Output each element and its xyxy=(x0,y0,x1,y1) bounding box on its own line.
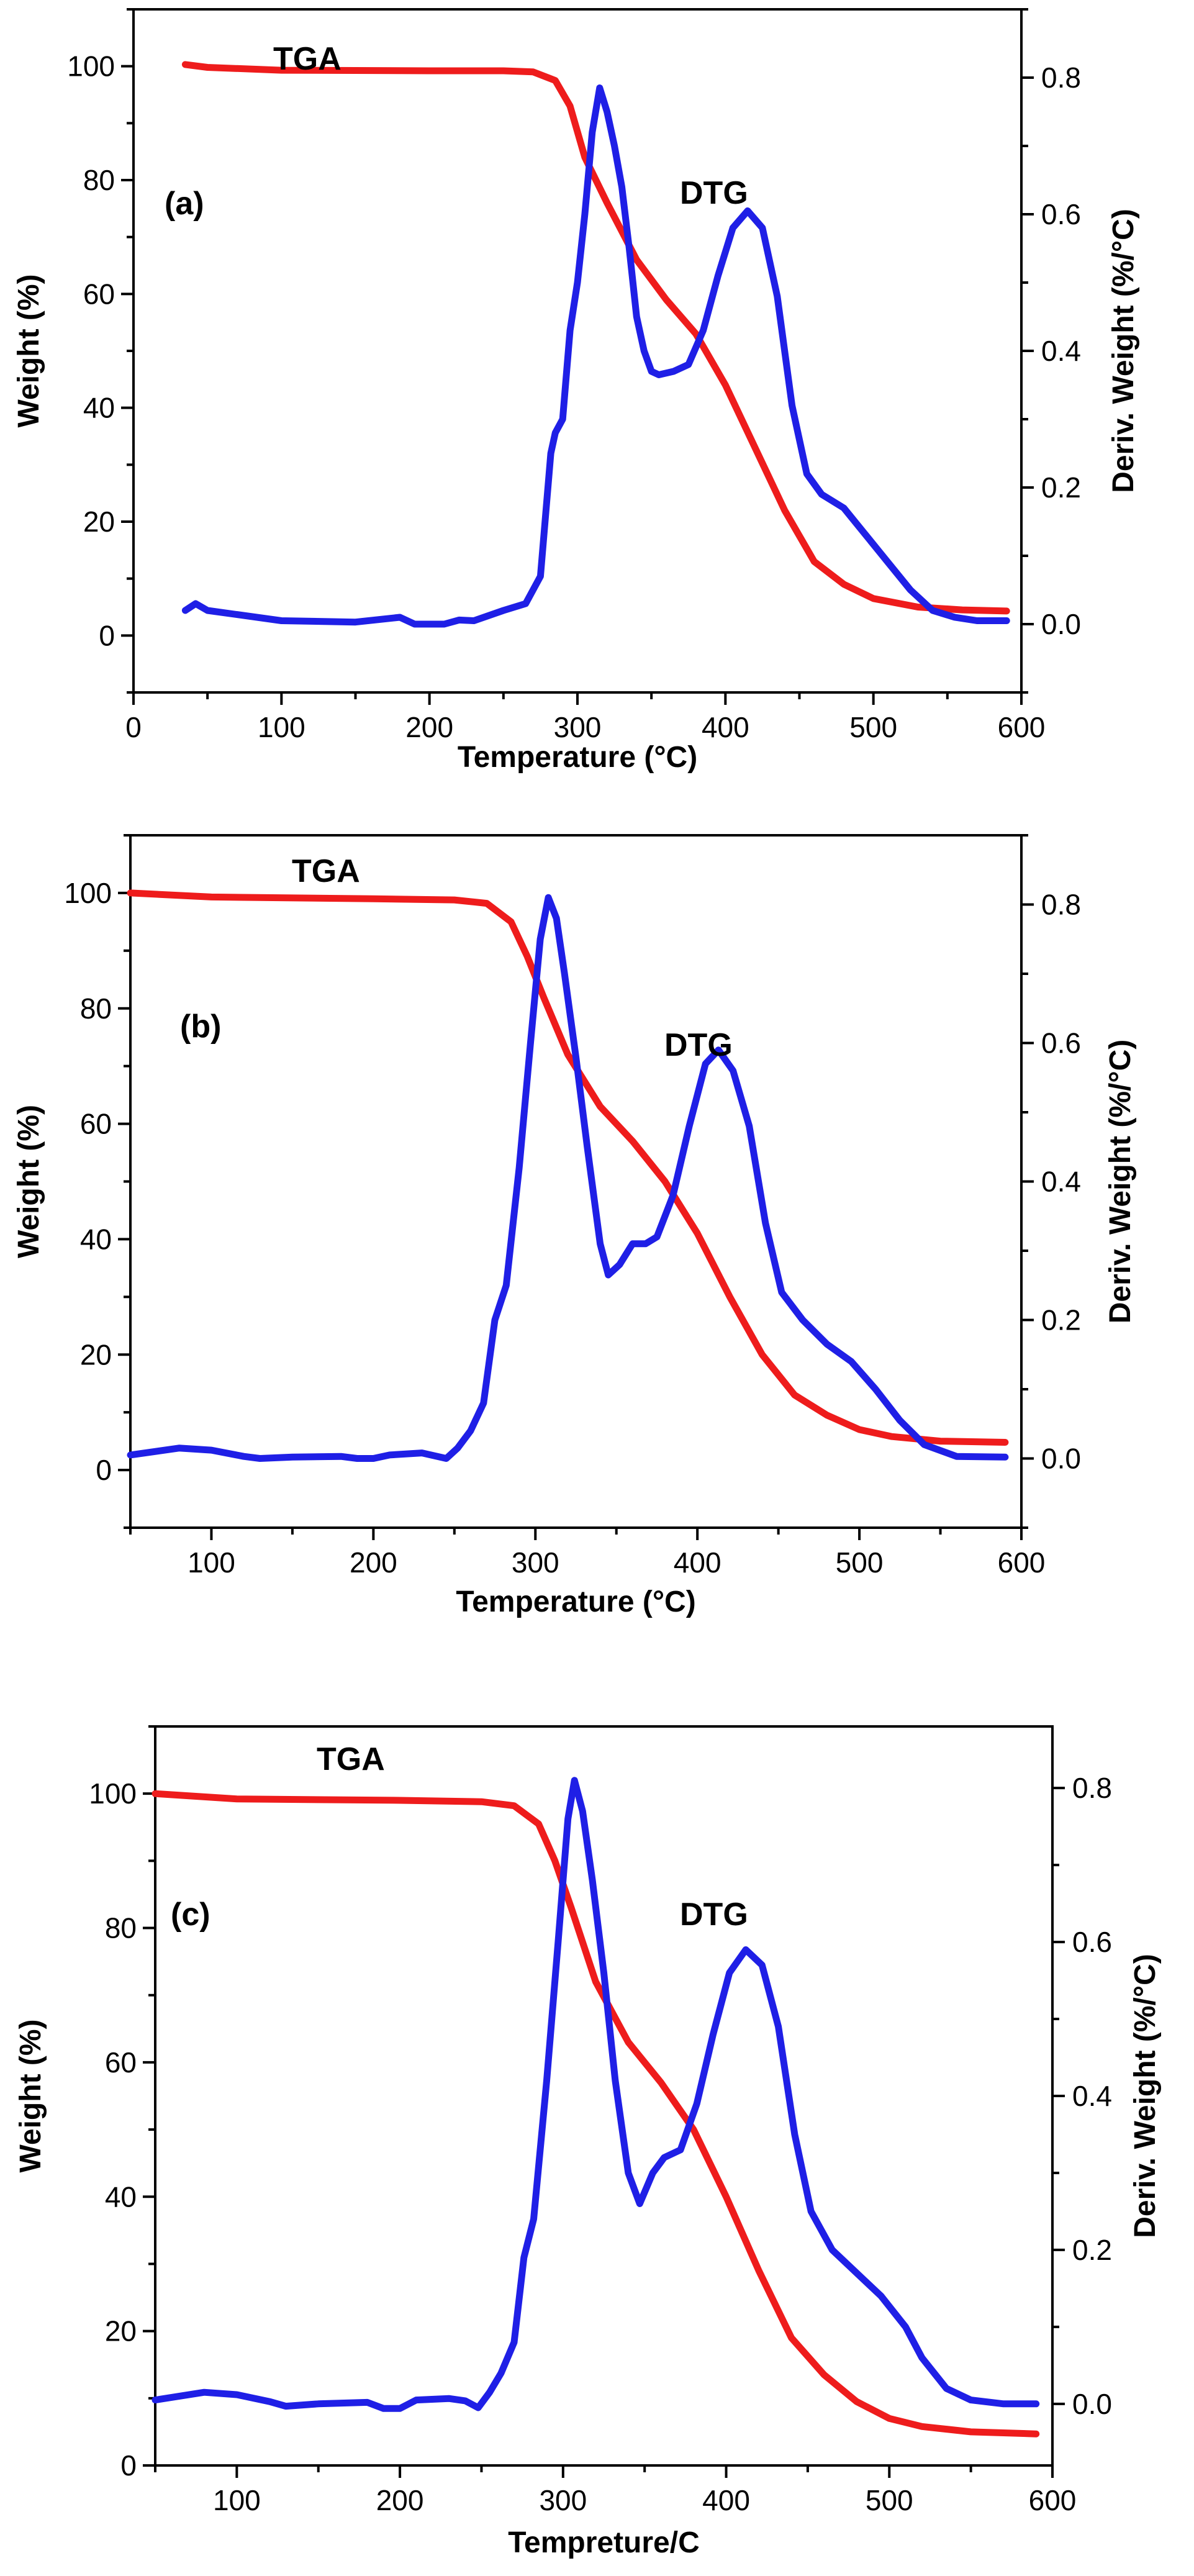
y-tick-label: 0 xyxy=(120,2449,137,2482)
chart-panel-a: 0 100 200 300 400 500 600 0 20 40 60 80 100 0.0 0.2 0.4… xyxy=(12,8,1140,774)
y2-tick-label: 0.8 xyxy=(1072,1772,1112,1804)
y-tick-label: 60 xyxy=(80,1108,112,1140)
y-tick-label: 20 xyxy=(80,1338,112,1371)
plot-frame xyxy=(129,834,1023,1529)
y-tick-label: 20 xyxy=(105,2315,137,2347)
x-tick-label: 200 xyxy=(350,1546,397,1579)
x-axis-title: Tempreture/C xyxy=(508,2526,700,2559)
y-tick-label: 0 xyxy=(99,619,115,651)
series-line-tga xyxy=(181,61,1010,615)
y-tick-label: 60 xyxy=(105,2046,137,2079)
y-tick-label: 80 xyxy=(105,1912,137,1944)
y2-tick-label: 0.0 xyxy=(1041,1443,1081,1475)
y-tick-label: 20 xyxy=(83,506,115,538)
tga-annotation: TGA xyxy=(292,853,360,889)
panel-label: (a) xyxy=(165,186,204,222)
y-tick-label: 60 xyxy=(83,278,115,310)
tga-annotation: TGA xyxy=(273,41,341,77)
y-tick-label: 80 xyxy=(80,992,112,1025)
chart-panel-b: 100 200 300 400 500 600 0 20 40 60 80 100 0.0 0.2 0.4 0… xyxy=(12,834,1137,1618)
dtg-annotation: DTG xyxy=(680,1897,748,1933)
y2-tick-label: 0.2 xyxy=(1072,2234,1112,2266)
x-tick-label: 300 xyxy=(554,711,602,743)
y2-tick-label: 0.6 xyxy=(1041,198,1081,230)
plot-frame xyxy=(132,8,1023,694)
y2-tick-label: 0.8 xyxy=(1041,61,1081,94)
y-tick-label: 100 xyxy=(67,50,115,83)
y-axis-title: Weight (%) xyxy=(14,2019,47,2172)
y-axis-title: Weight (%) xyxy=(12,274,45,427)
y-tick-label: 100 xyxy=(89,1777,137,1810)
y2-tick-label: 0.4 xyxy=(1072,2080,1112,2112)
tga-annotation: TGA xyxy=(317,1741,385,1777)
x-tick-label: 0 xyxy=(125,711,142,743)
chart-panel-c: 100 200 300 400 500 600 0 20 40 60 80 100 0.0 0.2 0.4 0… xyxy=(14,1725,1162,2559)
x-tick-label: 400 xyxy=(674,1546,721,1579)
series-line-dtg xyxy=(127,894,1009,1462)
y-tick-label: 100 xyxy=(64,877,112,909)
x-tick-label: 500 xyxy=(866,2484,913,2516)
x-axis-title: Temperature (°C) xyxy=(456,1585,695,1618)
x-tick-label: 500 xyxy=(836,1546,884,1579)
x-tick-label: 600 xyxy=(998,1546,1046,1579)
y2-tick-label: 0.4 xyxy=(1041,335,1081,367)
series-line-tga xyxy=(127,889,1009,1446)
x-tick-label: 100 xyxy=(188,1546,235,1579)
x-tick-label: 500 xyxy=(849,711,897,743)
series-line-tga xyxy=(152,1790,1040,2438)
y-tick-label: 40 xyxy=(83,392,115,424)
y2-tick-label: 0.6 xyxy=(1041,1027,1081,1059)
x-tick-label: 400 xyxy=(702,2484,750,2516)
y-tick-label: 40 xyxy=(105,2180,137,2213)
x-tick-label: 400 xyxy=(702,711,749,743)
y-tick-label: 80 xyxy=(83,164,115,196)
x-tick-label: 100 xyxy=(213,2484,261,2516)
x-tick-label: 100 xyxy=(258,711,305,743)
series-line-dtg xyxy=(152,1777,1040,2412)
y-tick-label: 40 xyxy=(80,1223,112,1255)
x-tick-label: 300 xyxy=(539,2484,587,2516)
y2-tick-label: 0.2 xyxy=(1041,471,1081,504)
y2-axis-title: Deriv. Weight (%/°C) xyxy=(1104,1040,1137,1323)
x-tick-label: 200 xyxy=(405,711,453,743)
y-tick-label: 0 xyxy=(96,1454,112,1486)
y2-tick-label: 0.0 xyxy=(1072,2388,1112,2420)
y2-axis-title: Deriv. Weight (%/°C) xyxy=(1107,209,1140,492)
x-axis-title: Temperature (°C) xyxy=(458,741,697,774)
series-line-dtg xyxy=(181,84,1010,628)
x-tick-label: 200 xyxy=(376,2484,424,2516)
y2-tick-label: 0.0 xyxy=(1041,608,1081,640)
x-tick-label: 600 xyxy=(1029,2484,1077,2516)
y2-tick-label: 0.8 xyxy=(1041,889,1081,921)
y-axis-title: Weight (%) xyxy=(12,1105,45,1258)
panel-label: (b) xyxy=(180,1009,221,1045)
y2-tick-label: 0.2 xyxy=(1041,1304,1081,1336)
y2-axis-title: Deriv. Weight (%/°C) xyxy=(1129,1954,1162,2238)
panel-label: (c) xyxy=(171,1897,210,1933)
dtg-annotation: DTG xyxy=(664,1027,733,1063)
y2-tick-label: 0.4 xyxy=(1041,1166,1081,1198)
y2-tick-label: 0.6 xyxy=(1072,1926,1112,1958)
x-tick-label: 600 xyxy=(998,711,1046,743)
dtg-annotation: DTG xyxy=(680,175,748,211)
x-tick-label: 300 xyxy=(512,1546,559,1579)
